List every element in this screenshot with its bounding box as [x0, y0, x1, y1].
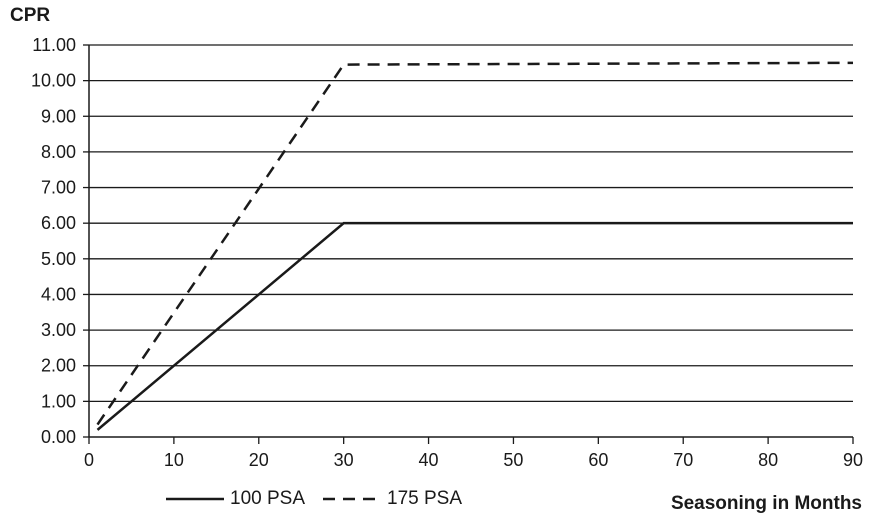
x-tick-labels: 0 10 20 30 40 50 60 70 80 90	[84, 450, 863, 470]
x-tick-label: 60	[588, 450, 608, 470]
y-tick-label: 11.00	[32, 35, 76, 55]
series-lines	[96, 61, 854, 431]
x-tick-label: 0	[84, 450, 94, 470]
series-line-100-psa	[96, 221, 853, 431]
x-tick-label: 90	[843, 450, 863, 470]
x-tick-label: 80	[758, 450, 778, 470]
x-tick-label: 70	[673, 450, 693, 470]
y-tick-label: 2.00	[41, 356, 76, 376]
y-tick-label: 1.00	[41, 391, 76, 411]
y-tick-label: 9.00	[41, 106, 76, 126]
y-tick-labels: 0.00 1.00 2.00 3.00 4.00 5.00 6.00 7.00 8.00 9.00…	[31, 35, 76, 447]
y-tick-label: 10.00	[31, 71, 76, 91]
y-tick-label: 0.00	[41, 427, 76, 447]
y-tick-label: 5.00	[41, 249, 76, 269]
legend: 100 PSA 175 PSA	[166, 488, 480, 510]
legend-label-100-psa: 100 PSA	[230, 488, 305, 509]
y-tick-label: 7.00	[41, 178, 76, 198]
x-tick-label: 40	[419, 450, 439, 470]
y-tick-label: 3.00	[41, 320, 76, 340]
y-tick-label: 8.00	[41, 142, 76, 162]
legend-dashed-line-icon	[323, 497, 381, 501]
x-tick-label: 50	[503, 450, 523, 470]
x-tick-label: 10	[164, 450, 184, 470]
series-line-175-psa	[96, 61, 854, 426]
y-tick-label: 4.00	[41, 284, 76, 304]
legend-item-175-psa: 175 PSA	[323, 488, 462, 510]
y-axis-label: CPR	[10, 5, 51, 26]
x-tick-label: 20	[249, 450, 269, 470]
legend-label-175-psa: 175 PSA	[387, 488, 462, 509]
y-tick-label: 6.00	[41, 213, 76, 233]
legend-item-100-psa: 100 PSA	[166, 488, 305, 510]
x-axis-label: Seasoning in Months	[670, 493, 862, 514]
x-tick-label: 30	[334, 450, 354, 470]
axes	[83, 44, 854, 444]
legend-solid-line-icon	[166, 497, 224, 501]
